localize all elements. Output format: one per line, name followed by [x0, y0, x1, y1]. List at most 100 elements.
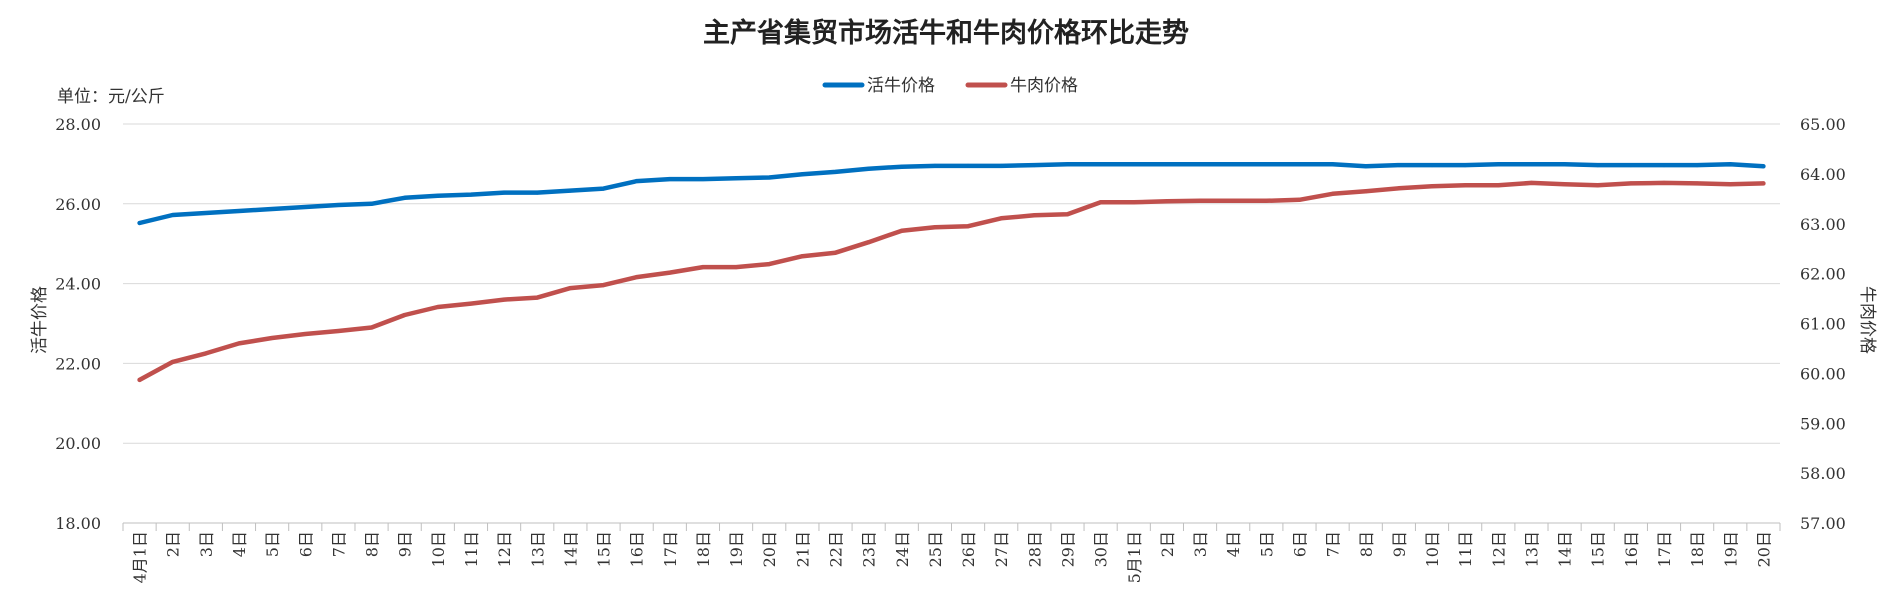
x-tick-label: 10日 [1423, 531, 1442, 567]
live-cattle-point [568, 188, 573, 193]
right-tick-label: 58.00 [1800, 464, 1846, 483]
beef-point [402, 313, 407, 318]
live-cattle-point [1164, 162, 1169, 167]
x-tick-label: 16日 [628, 531, 647, 567]
beef-point [1198, 198, 1203, 203]
beef-point [502, 297, 507, 302]
x-tick-label: 19日 [1721, 531, 1740, 567]
beef-point [1761, 181, 1766, 186]
beef-point [1330, 191, 1335, 196]
beef-point [1363, 189, 1368, 194]
beef-point [1297, 197, 1302, 202]
left-axis-title: 活牛价格 [30, 286, 50, 354]
x-tick-label: 12日 [1489, 531, 1508, 567]
live-cattle-point [1264, 162, 1269, 167]
x-tick-label: 28日 [1025, 531, 1044, 567]
beef-point [137, 377, 142, 382]
x-tick-label: 2日 [164, 531, 183, 557]
beef-point [634, 275, 639, 280]
x-tick-label: 5日 [263, 531, 282, 557]
x-tick-label: 4日 [230, 531, 249, 557]
live-cattle-point [1662, 163, 1667, 168]
left-tick-label: 18.00 [55, 514, 101, 533]
x-tick-label: 17日 [661, 531, 680, 567]
right-tick-label: 59.00 [1800, 414, 1846, 433]
series-line-live-cattle [137, 162, 1766, 226]
live-cattle-point [1231, 162, 1236, 167]
beef-point [1562, 182, 1567, 187]
beef-point [1264, 198, 1269, 203]
beef-point [1496, 183, 1501, 188]
live-cattle-point [932, 163, 937, 168]
x-tick-label: 3日 [197, 531, 216, 557]
live-cattle-point [1628, 163, 1633, 168]
beef-point [1131, 200, 1136, 205]
live-cattle-point [999, 163, 1004, 168]
beef-point [800, 254, 805, 259]
live-cattle-point [137, 220, 142, 225]
live-cattle-point [899, 164, 904, 169]
live-cattle-point [468, 192, 473, 197]
beef-point [1164, 199, 1169, 204]
live-cattle-point [1562, 162, 1567, 167]
x-tick-label: 4月1日 [131, 531, 150, 583]
x-tick-label: 12日 [495, 531, 514, 567]
live-cattle-point [236, 208, 241, 213]
x-tick-label: 9日 [396, 531, 415, 557]
beef-point [568, 286, 573, 291]
live-cattle-point [1728, 162, 1733, 167]
beef-point [1065, 212, 1070, 217]
beef-point [1430, 184, 1435, 189]
beef-point [1595, 183, 1600, 188]
right-tick-label: 60.00 [1800, 364, 1846, 383]
live-cattle-point [1297, 162, 1302, 167]
live-cattle-point [866, 166, 871, 171]
x-tick-label: 13日 [1522, 531, 1541, 567]
beef-point [270, 335, 275, 340]
x-tick-label: 29日 [1058, 531, 1077, 567]
x-tick-label: 4日 [1224, 531, 1243, 557]
x-tick-label: 15日 [595, 531, 614, 567]
live-cattle-point [1330, 162, 1335, 167]
right-tick-label: 57.00 [1800, 514, 1846, 533]
live-cattle-point [1032, 163, 1037, 168]
live-cattle-point [1396, 163, 1401, 168]
chart-title: 主产省集贸市场活牛和牛肉价格环比走势 [703, 17, 1189, 49]
x-tick-label: 8日 [363, 531, 382, 557]
beef-point [468, 301, 473, 306]
x-tick-label: 14日 [561, 531, 580, 567]
live-cattle-point [833, 169, 838, 174]
live-cattle-point [1430, 163, 1435, 168]
beef-point [1529, 180, 1534, 185]
x-tick-label: 20日 [1754, 531, 1773, 567]
x-tick-label: 15日 [1589, 531, 1608, 567]
beef-point [369, 325, 374, 330]
live-cattle-point [1098, 162, 1103, 167]
beef-point [833, 250, 838, 255]
live-cattle-point [966, 163, 971, 168]
live-cattle-point [1761, 164, 1766, 169]
x-tick-label: 14日 [1556, 531, 1575, 567]
live-cattle-point [1529, 162, 1534, 167]
right-tick-label: 61.00 [1800, 315, 1846, 334]
x-tick-label: 26日 [959, 531, 978, 567]
x-tick-label: 8日 [1357, 531, 1376, 557]
left-tick-label: 26.00 [55, 195, 101, 214]
live-cattle-point [1198, 162, 1203, 167]
x-axis: 4月1日 2日 3日 4日 5日 6日 7日 8日 9日 10日 11日 12日 13日 14日 15日 16… [122, 523, 1781, 583]
live-cattle-point [336, 202, 341, 207]
live-cattle-point [1463, 163, 1468, 168]
x-tick-label: 25日 [926, 531, 945, 567]
x-tick-label: 24日 [893, 531, 912, 567]
beef-point [1728, 182, 1733, 187]
live-cattle-point [1131, 162, 1136, 167]
x-tick-label: 17日 [1655, 531, 1674, 567]
x-tick-label: 16日 [1622, 531, 1641, 567]
beef-point [700, 265, 705, 270]
beef-point [1463, 183, 1468, 188]
beef-point [767, 262, 772, 267]
legend-label-beef: 牛肉价格 [1010, 76, 1078, 96]
beef-point [866, 240, 871, 245]
beef-point [932, 225, 937, 230]
